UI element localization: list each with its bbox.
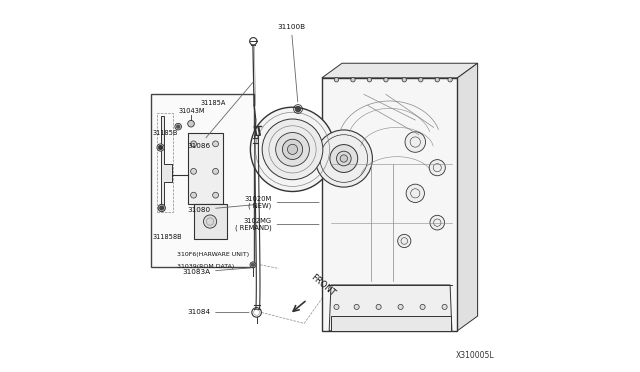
Circle shape — [397, 234, 411, 247]
Text: 31080: 31080 — [187, 205, 255, 213]
Circle shape — [354, 304, 359, 310]
Text: 31100B: 31100B — [277, 23, 305, 102]
Circle shape — [204, 215, 217, 228]
Text: 31083A: 31083A — [182, 268, 250, 275]
Circle shape — [334, 304, 339, 310]
Circle shape — [191, 169, 196, 174]
Circle shape — [351, 77, 355, 82]
Circle shape — [337, 151, 351, 166]
Text: X310005L: X310005L — [456, 351, 494, 360]
Circle shape — [177, 125, 180, 128]
Circle shape — [334, 77, 339, 82]
Polygon shape — [329, 285, 452, 331]
Circle shape — [276, 132, 309, 166]
Circle shape — [160, 206, 164, 210]
Circle shape — [282, 139, 303, 160]
Circle shape — [442, 304, 447, 310]
Bar — [193, 204, 227, 239]
Circle shape — [159, 146, 163, 149]
Circle shape — [406, 184, 424, 202]
Text: 31084: 31084 — [187, 310, 249, 315]
Circle shape — [376, 304, 381, 310]
Text: 31086: 31086 — [188, 82, 253, 149]
Circle shape — [296, 106, 301, 112]
Circle shape — [191, 141, 196, 147]
Circle shape — [158, 204, 165, 212]
Circle shape — [330, 145, 358, 173]
Circle shape — [287, 144, 298, 154]
Text: 31185B: 31185B — [152, 130, 177, 136]
Text: 31039(ROM DATA): 31039(ROM DATA) — [177, 264, 234, 269]
Text: 311858B: 311858B — [152, 234, 182, 240]
Text: 3102MG
( REMAND): 3102MG ( REMAND) — [235, 218, 319, 231]
Circle shape — [429, 160, 445, 176]
Bar — [188, 133, 223, 204]
Circle shape — [188, 121, 195, 127]
Text: 31020M
( NEW): 31020M ( NEW) — [244, 196, 319, 209]
Circle shape — [262, 119, 323, 180]
Circle shape — [402, 77, 406, 82]
Circle shape — [340, 155, 348, 162]
Circle shape — [435, 77, 440, 82]
Circle shape — [212, 141, 218, 147]
Polygon shape — [322, 63, 477, 78]
Circle shape — [212, 169, 218, 174]
Circle shape — [252, 263, 255, 266]
Polygon shape — [331, 316, 451, 331]
Circle shape — [420, 304, 425, 310]
Circle shape — [157, 144, 164, 151]
Polygon shape — [322, 78, 458, 331]
Circle shape — [316, 130, 372, 187]
Circle shape — [250, 107, 335, 192]
Circle shape — [398, 304, 403, 310]
Text: 31185A: 31185A — [201, 100, 227, 106]
Circle shape — [191, 192, 196, 198]
Circle shape — [212, 192, 218, 198]
Text: 310F6(HARWARE UNIT): 310F6(HARWARE UNIT) — [177, 251, 249, 257]
Circle shape — [250, 262, 256, 268]
Circle shape — [448, 77, 452, 82]
Polygon shape — [342, 63, 477, 316]
Bar — [152, 94, 254, 267]
Text: FRONT: FRONT — [309, 272, 337, 298]
Circle shape — [430, 215, 445, 230]
Circle shape — [367, 77, 372, 82]
Circle shape — [175, 124, 182, 130]
Circle shape — [419, 77, 423, 82]
Circle shape — [384, 77, 388, 82]
Circle shape — [405, 132, 426, 152]
Polygon shape — [458, 63, 477, 331]
Text: 31043M: 31043M — [179, 108, 205, 114]
Polygon shape — [161, 116, 172, 210]
